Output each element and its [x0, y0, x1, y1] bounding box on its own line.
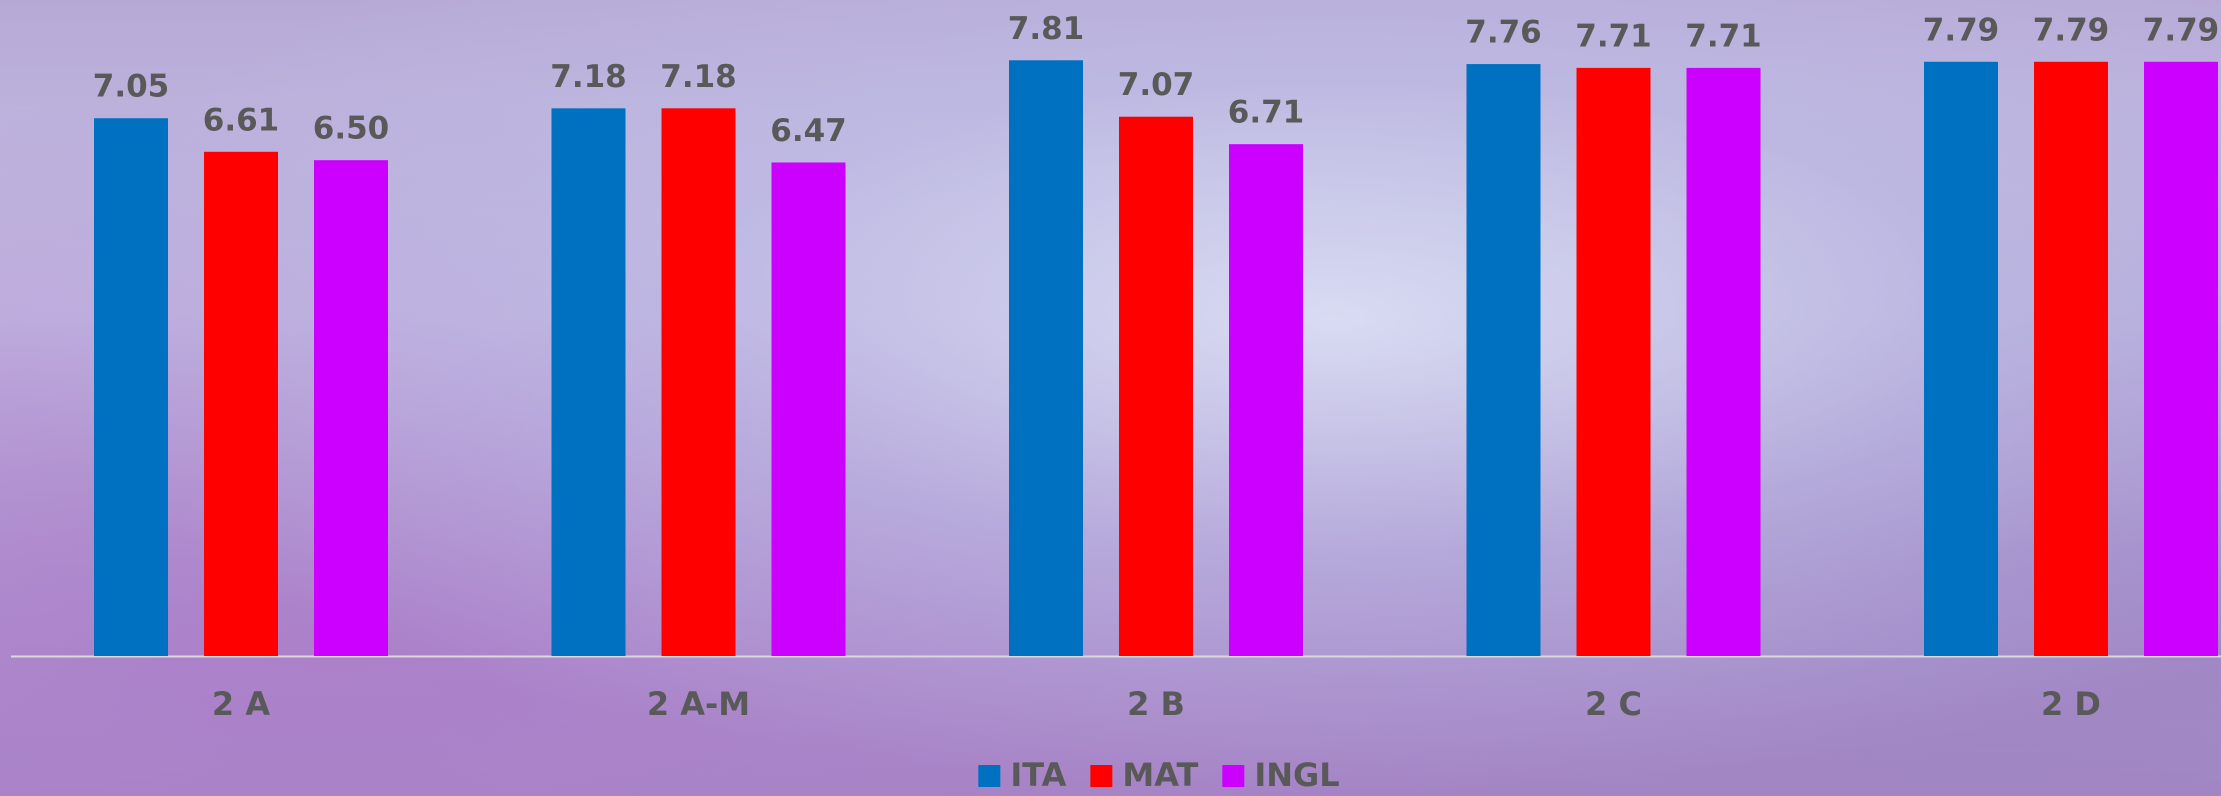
value-label: 6.50 — [313, 111, 390, 147]
x-tick-label: 2 A — [212, 685, 270, 723]
value-label: 7.71 — [1685, 18, 1762, 54]
value-label: 7.18 — [550, 59, 627, 95]
bar — [771, 162, 846, 656]
value-label: 7.79 — [2033, 12, 2110, 48]
value-label: 7.79 — [1923, 12, 2000, 48]
value-label: 7.07 — [1118, 67, 1195, 103]
bar — [2034, 61, 2108, 656]
bar — [661, 108, 736, 656]
bar — [1229, 144, 1303, 657]
x-tick-label: 2 C — [1585, 685, 1642, 723]
x-tick-label: 2 B — [1127, 685, 1185, 723]
value-label: 7.18 — [660, 59, 737, 95]
x-tick-label: 2 D — [2041, 685, 2101, 723]
bar — [1466, 64, 1541, 657]
bar — [2144, 61, 2218, 656]
value-label: 6.47 — [770, 113, 847, 149]
legend-label: ITA — [1010, 756, 1066, 794]
bar — [314, 160, 388, 657]
value-label: 7.76 — [1465, 15, 1542, 51]
x-tick-label: 2 A-M — [647, 685, 750, 723]
bar — [551, 108, 626, 656]
value-label: 6.61 — [203, 102, 280, 138]
value-label: 6.71 — [1228, 95, 1305, 131]
legend-label: INGL — [1254, 756, 1339, 794]
legend-swatch — [1222, 765, 1245, 787]
value-label: 7.79 — [2143, 12, 2220, 48]
value-label: 7.81 — [1008, 11, 1085, 47]
legend-label: MAT — [1122, 756, 1198, 794]
bar — [1009, 60, 1083, 657]
legend-swatch — [978, 765, 1001, 787]
value-label: 7.71 — [1575, 18, 1652, 54]
bar — [94, 118, 168, 657]
bar — [1576, 67, 1651, 657]
bar — [1924, 61, 1998, 656]
bar — [204, 151, 278, 656]
bar — [1119, 116, 1193, 657]
legend-swatch — [1090, 765, 1113, 787]
bar — [1686, 67, 1761, 657]
value-label: 7.05 — [93, 69, 170, 105]
